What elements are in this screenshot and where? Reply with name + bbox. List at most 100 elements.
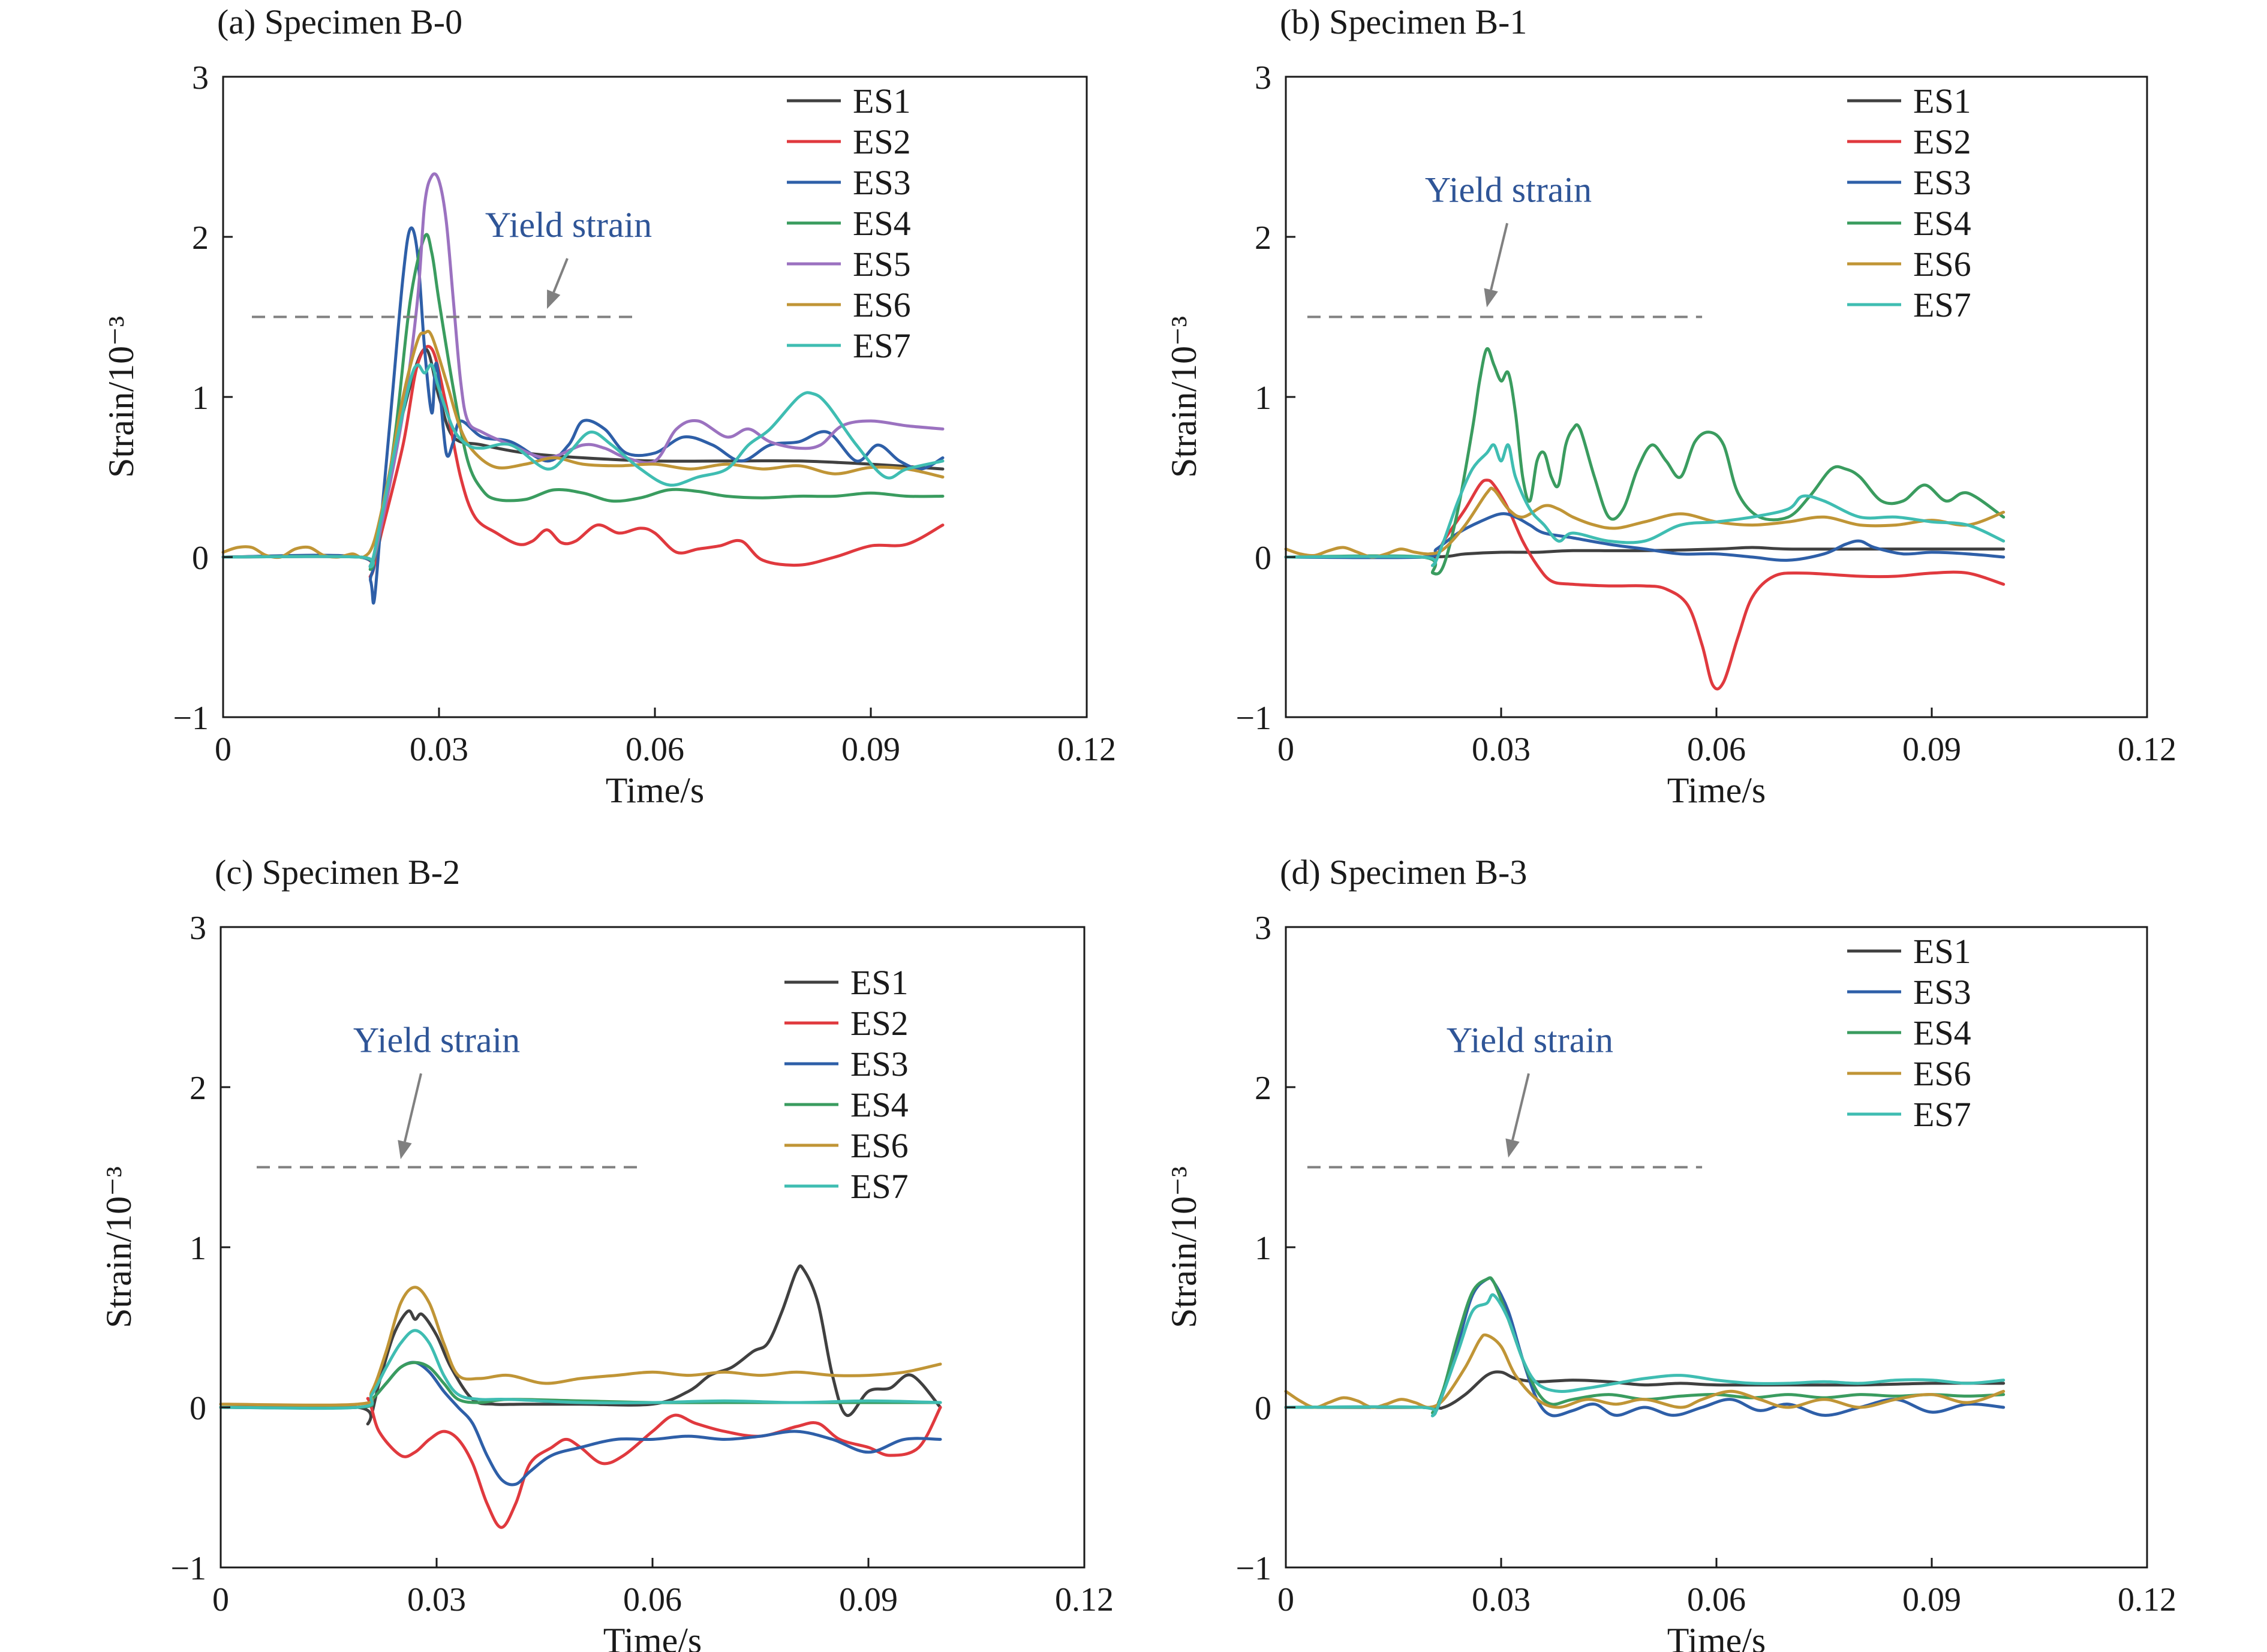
panel-a-y-tick-label: 2 [192,219,209,257]
panel-c-series-es7 [219,1329,942,1410]
panel-c-legend-label-es4: ES4 [850,1085,909,1124]
panel-b-series-es6 [1284,486,2006,559]
panel-c-legend-label-es2: ES2 [850,1004,909,1043]
panel-b-yield-arrow-head [1484,288,1498,308]
panel-c-x-axis-label: Time/s [603,1621,702,1652]
panel-a-series [221,172,945,605]
panel-c-x-tick-labels: 0 0.03 0.06 0.09 0.12 [212,1581,1114,1618]
panel-b-x-tick-label: 0 [1277,731,1294,768]
panel-a-x-tick-label: 0.09 [841,731,900,768]
panel-c-y-tick-label: −1 [170,1550,206,1587]
panel-a-y-tick-label: −1 [173,700,209,737]
panel-b-axes-frame [1285,76,2148,718]
panel-d-title: (d) Specimen B-3 [1280,853,1527,892]
panel-d-yield-strain-label: Yield strain [1447,1020,1613,1060]
panel-b-y-tick-labels: −1 0 1 2 3 [1235,59,1271,737]
panel-d-x-axis-label: Time/s [1667,1621,1766,1652]
panel-b-x-tick-label: 0.03 [1472,731,1531,768]
panel-b-series [1284,347,2006,691]
panel-a-legend-label-es2: ES2 [853,122,911,161]
panel-c-series-es6 [219,1286,942,1407]
panel-d-y-tick-label: 2 [1255,1070,1271,1107]
panel-d-x-tick-labels: 0 0.03 0.06 0.09 0.12 [1277,1581,2176,1618]
panel-c: (c) Specimen B-2 −1 0 1 2 3 0 0.03 0.06 … [99,853,1114,1652]
panel-d-yield-arrow [1511,1073,1530,1141]
panel-c-y-tick-label: 1 [190,1230,206,1267]
panel-c-legend-label-es7: ES7 [850,1167,909,1206]
panel-c-title: (c) Specimen B-2 [215,853,460,892]
panel-a-y-axis-label: Strain/10⁻³ [101,316,141,478]
panel-a-x-tick-label: 0.03 [410,731,468,768]
panel-b-yield-strain-label: Yield strain [1425,170,1592,209]
panel-d-x-tick-label: 0 [1277,1581,1294,1618]
panel-d-legend-label-es1: ES1 [1913,932,1971,971]
panel-a-y-tick-labels: −1 0 1 2 3 [173,59,209,737]
panel-c-x-tick-label: 0.12 [1055,1581,1114,1618]
panel-d-y-tick-label: 3 [1255,910,1271,947]
panel-b-x-tick-label: 0.12 [2118,731,2176,768]
panel-a-yield-arrow [552,258,569,293]
panel-d-legend-label-es3: ES3 [1913,973,1971,1012]
panel-a-series-es2 [221,345,945,579]
panel-b-y-tick-label: 2 [1255,219,1271,257]
panel-c-legend-label-es6: ES6 [850,1126,909,1165]
panel-a-legend-label-es6: ES6 [853,285,911,324]
panel-b-title: (b) Specimen B-1 [1280,2,1527,41]
panel-a-title: (a) Specimen B-0 [217,2,462,41]
panel-a: (a) Specimen B-0 −1 0 1 2 3 0 0.03 0.06 … [101,2,1116,810]
panel-b-series-es2 [1284,479,2006,691]
panel-b-series-es7 [1284,443,2006,567]
panel-b-legend-label-es7: ES7 [1913,285,1971,324]
panel-b-x-axis-label: Time/s [1667,771,1766,810]
panel-a-yield-strain-label: Yield strain [485,205,652,245]
panel-a-legend-label-es4: ES4 [853,204,911,243]
panel-a-series-es7 [221,363,945,568]
panel-a-x-axis-label: Time/s [606,771,705,810]
panel-a-x-tick-label: 0 [215,731,231,768]
panel-a-legend-label-es5: ES5 [853,245,911,284]
panel-a-y-tick-label: 1 [192,380,209,417]
panel-c-series-es2 [219,1397,942,1529]
panel-d-x-tick-label: 0.09 [1902,1581,1961,1618]
panel-a-legend-label-es1: ES1 [853,82,911,121]
panel-b-yield-arrow [1490,222,1509,290]
panel-d-x-tick-label: 0.03 [1472,1581,1531,1618]
panel-d-x-tick-label: 0.06 [1687,1581,1746,1618]
panel-b-legend-label-es2: ES2 [1913,122,1971,161]
panel-c-y-tick-label: 0 [190,1390,206,1427]
panel-d-legend-label-es4: ES4 [1913,1013,1971,1052]
panel-d-legend-label-es6: ES6 [1913,1054,1971,1093]
panel-b-y-tick-label: 1 [1255,380,1271,417]
panel-c-y-tick-labels: −1 0 1 2 3 [170,910,206,1587]
panel-b-x-tick-label: 0.09 [1902,731,1961,768]
panel-c-x-tick-label: 0.09 [839,1581,898,1618]
panel-d-y-tick-label: −1 [1235,1550,1271,1587]
panel-d-yield-arrow-head [1505,1138,1520,1158]
panel-c-legend-label-es3: ES3 [850,1045,909,1084]
panel-a-yield-arrow-head [547,289,561,309]
panel-b-series-es1 [1284,546,2006,559]
panel-b-legend-label-es3: ES3 [1913,163,1971,202]
panel-d-series-es6 [1284,1333,2006,1409]
panel-d-y-tick-label: 1 [1255,1230,1271,1267]
panel-c-x-tick-label: 0.03 [407,1581,466,1618]
panel-a-legend-label-es3: ES3 [853,163,911,202]
panel-a-x-tick-labels: 0 0.03 0.06 0.09 0.12 [215,731,1116,768]
panel-a-y-tick-label: 3 [192,59,209,97]
panel-b-x-tick-label: 0.06 [1687,731,1746,768]
panel-c-y-axis-label: Strain/10⁻³ [99,1166,139,1328]
panel-b-x-tick-labels: 0 0.03 0.06 0.09 0.12 [1277,731,2176,768]
panel-c-x-tick-label: 0 [212,1581,229,1618]
panel-c-axes-frame [220,926,1086,1569]
panel-d-series-es1 [1284,1370,2006,1410]
panel-b-legend-label-es1: ES1 [1913,82,1971,121]
panel-c-series [219,1264,942,1529]
panel-d-y-tick-labels: −1 0 1 2 3 [1235,910,1271,1587]
panel-d-series [1284,1276,2006,1418]
panel-c-legend-label-es1: ES1 [850,963,909,1002]
panel-a-x-tick-label: 0.12 [1057,731,1116,768]
